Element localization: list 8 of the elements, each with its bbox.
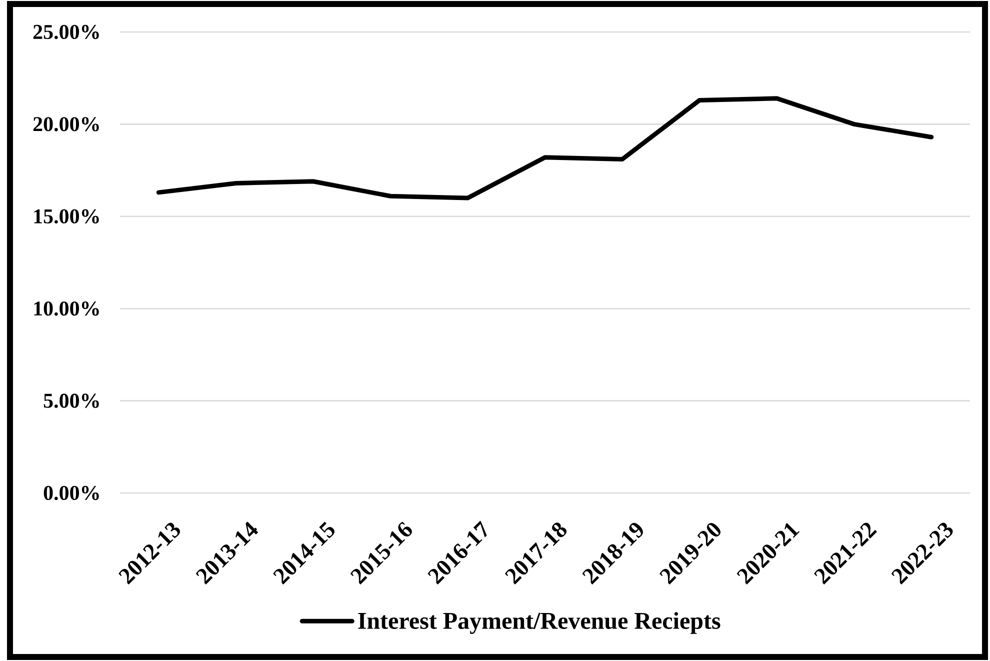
- y-tick-label: 10.00%: [34, 301, 99, 316]
- legend-label: Interest Payment/Revenue Reciepts: [358, 612, 720, 634]
- y-tick-label: 20.00%: [33, 117, 99, 132]
- y-tick-label: 25.00%: [33, 24, 99, 40]
- y-tick-label: 0.00%: [44, 486, 99, 500]
- y-tick-label: 5.00%: [44, 394, 99, 408]
- line-series: [156, 96, 934, 200]
- y-tick-label: 15.00%: [34, 209, 99, 224]
